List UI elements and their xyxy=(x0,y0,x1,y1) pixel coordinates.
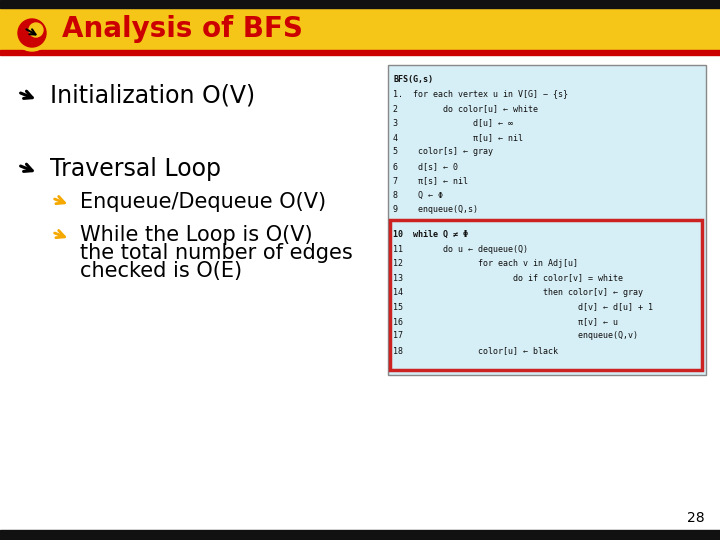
Text: 11        do u ← dequeue(Q): 11 do u ← dequeue(Q) xyxy=(393,245,528,253)
Text: 14                            then color[v] ← gray: 14 then color[v] ← gray xyxy=(393,288,643,297)
Text: 4               π[u] ← nil: 4 π[u] ← nil xyxy=(393,133,523,142)
Text: Traversal Loop: Traversal Loop xyxy=(50,157,221,181)
Bar xyxy=(390,220,702,370)
Text: 16                                   π[v] ← u: 16 π[v] ← u xyxy=(393,317,618,326)
Text: 12               for each v in Adj[u]: 12 for each v in Adj[u] xyxy=(393,259,578,268)
Circle shape xyxy=(18,19,46,47)
Text: Enqueue/Dequeue O(V): Enqueue/Dequeue O(V) xyxy=(80,192,326,212)
Text: 6    d[s] ← 0: 6 d[s] ← 0 xyxy=(393,162,458,171)
Text: 18               color[u] ← black: 18 color[u] ← black xyxy=(393,346,558,355)
Text: BFS(G,s): BFS(G,s) xyxy=(393,75,433,84)
Text: checked is O(E): checked is O(E) xyxy=(80,261,242,281)
Text: 13                      do if color[v] = white: 13 do if color[v] = white xyxy=(393,273,623,282)
Text: the total number of edges: the total number of edges xyxy=(80,243,353,263)
Text: Analysis of BFS: Analysis of BFS xyxy=(62,15,303,43)
Text: 2         do color[u] ← white: 2 do color[u] ← white xyxy=(393,104,538,113)
Bar xyxy=(0,8,720,50)
Text: While the Loop is O(V): While the Loop is O(V) xyxy=(80,225,312,245)
Text: 7    π[s] ← nil: 7 π[s] ← nil xyxy=(393,177,468,186)
Bar xyxy=(0,530,720,540)
Bar xyxy=(0,0,720,8)
Text: 5    color[s] ← gray: 5 color[s] ← gray xyxy=(393,147,493,157)
Bar xyxy=(0,50,720,55)
Text: 17                                   enqueue(Q,v): 17 enqueue(Q,v) xyxy=(393,332,638,341)
Text: 15                                   d[v] ← d[u] + 1: 15 d[v] ← d[u] + 1 xyxy=(393,302,653,312)
Bar xyxy=(388,65,706,375)
Text: 10  while Q ≠ Φ: 10 while Q ≠ Φ xyxy=(393,230,468,239)
Text: 1.  for each vertex u in V[G] − {s}: 1. for each vertex u in V[G] − {s} xyxy=(393,90,568,98)
Text: Initialization O(V): Initialization O(V) xyxy=(50,84,255,108)
Text: 28: 28 xyxy=(688,511,705,525)
Text: 9    enqueue(Q,s): 9 enqueue(Q,s) xyxy=(393,206,478,214)
Text: 8    Q ← Φ: 8 Q ← Φ xyxy=(393,191,443,200)
Circle shape xyxy=(29,23,43,37)
Circle shape xyxy=(14,15,50,51)
Text: 3               d[u] ← ∞: 3 d[u] ← ∞ xyxy=(393,118,513,127)
